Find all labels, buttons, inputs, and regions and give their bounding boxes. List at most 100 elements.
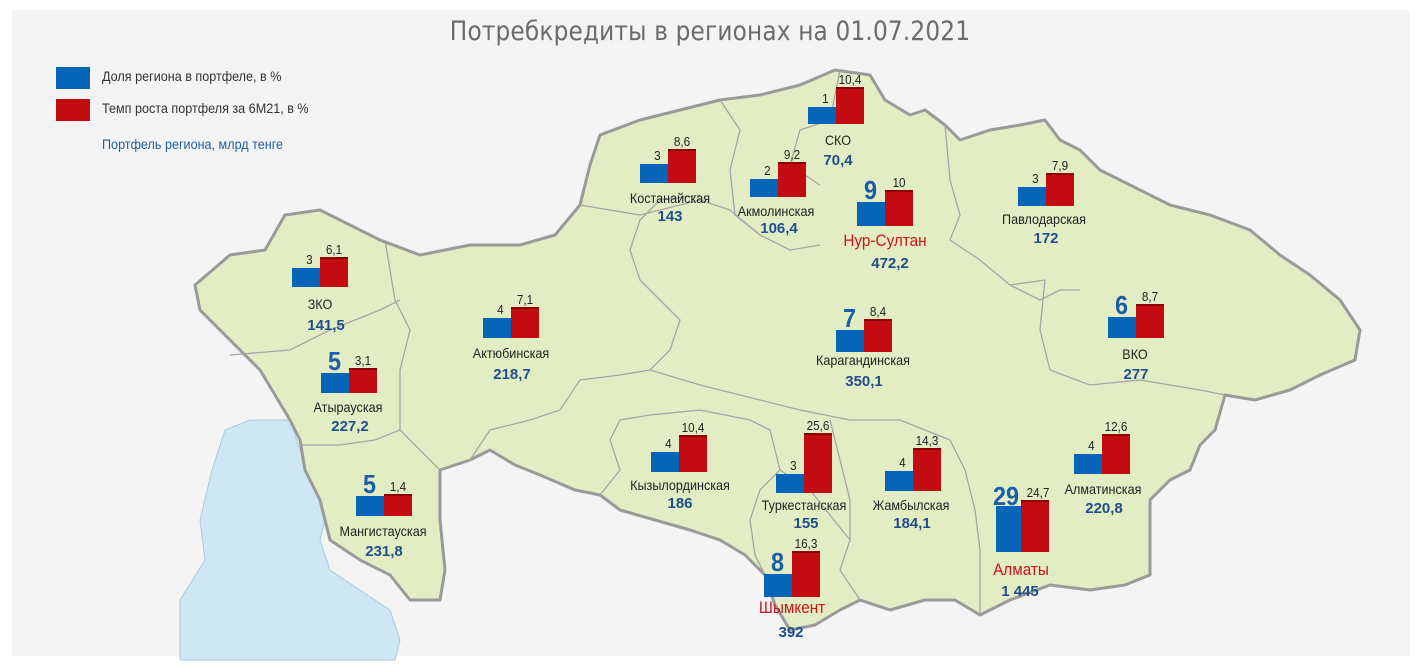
region-name-zko: ЗКО — [307, 296, 333, 312]
growth-value-almaty_obl: 12,6 — [1104, 418, 1128, 434]
bar-group-sko — [808, 64, 868, 124]
bar-share-kyzylorda — [651, 452, 679, 472]
bar-growth-turkestan — [804, 433, 832, 493]
region-name-atyrau: Атырауская — [313, 399, 383, 415]
growth-value-karaganda: 8,4 — [869, 303, 887, 319]
bar-share-almaty_obl — [1074, 454, 1102, 474]
growth-value-zhambyl: 14,3 — [915, 433, 939, 449]
bar-group-kostanay — [640, 123, 700, 183]
growth-value-atyrau: 3,1 — [354, 353, 372, 369]
growth-value-akmola: 9,2 — [783, 147, 801, 163]
portfolio-value-aktobe: 218,7 — [493, 366, 531, 383]
portfolio-value-shymkent: 392 — [778, 624, 804, 641]
bar-share-kostanay — [640, 164, 668, 183]
bar-growth-zhambyl — [913, 448, 941, 491]
share-value-akmola: 2 — [764, 163, 771, 179]
region-karaganda: 7 8,4 — [836, 292, 896, 352]
bar-growth-karaganda — [864, 318, 892, 352]
bar-group-zko — [292, 227, 352, 287]
region-name-aktobe: Актюбинская — [472, 345, 550, 361]
growth-value-almaty: 24,7 — [1026, 485, 1050, 500]
bar-growth-almaty — [1021, 500, 1049, 552]
region-shymkent: 8 16,3 — [764, 536, 824, 597]
growth-value-pavlodar: 7,9 — [1051, 158, 1069, 174]
bar-growth-akmola — [778, 162, 806, 197]
share-value-nursultan: 9 — [863, 174, 877, 205]
bar-group-almaty_obl — [1074, 414, 1134, 474]
portfolio-value-nursultan: 472,2 — [871, 255, 909, 272]
region-nursultan: 9 10 — [857, 166, 917, 226]
portfolio-value-turkestan: 155 — [793, 515, 819, 532]
bar-growth-aktobe — [511, 306, 539, 338]
region-name-akmola: Акмолинская — [737, 203, 815, 219]
region-name-kostanay: Костанайская — [629, 190, 711, 206]
chart-title: Потребкредиты в регионах на 01.07.2021 — [449, 16, 971, 47]
bar-group-turkestan — [776, 433, 836, 493]
region-name-mangystau: Мангистауская — [339, 523, 427, 539]
portfolio-value-almaty: 1 445 — [1001, 583, 1039, 600]
region-name-shymkent: Шымкент — [758, 598, 826, 617]
bar-group-akmola — [750, 137, 810, 197]
region-atyrau: 5 3,1 — [321, 333, 381, 393]
region-name-turkestan: Туркестанская — [761, 497, 847, 513]
share-value-shymkent: 8 — [770, 546, 784, 577]
share-value-vko: 6 — [1114, 289, 1128, 320]
legend-label-portfolio: Портфель региона, млрд тенге — [102, 136, 284, 152]
share-value-zhambyl: 4 — [899, 455, 906, 471]
bar-share-akmola — [750, 179, 778, 197]
portfolio-value-atyrau: 227,2 — [331, 418, 369, 435]
portfolio-value-mangystau: 231,8 — [365, 543, 403, 560]
growth-value-turkestan: 25,6 — [806, 418, 830, 433]
region-kostanay: 3 8,6 — [640, 123, 700, 183]
bar-group-aktobe — [483, 278, 543, 338]
bar-growth-almaty_obl — [1102, 433, 1130, 474]
share-value-aktobe: 4 — [497, 302, 504, 318]
legend-label-share: Доля региона в портфеле, в % — [102, 68, 282, 84]
growth-value-sko: 10,4 — [838, 72, 862, 88]
share-value-mangystau: 5 — [362, 468, 376, 499]
legend-swatch-share — [56, 67, 90, 89]
bar-growth-kostanay — [668, 149, 696, 183]
share-value-turkestan: 3 — [790, 458, 797, 474]
portfolio-value-pavlodar: 172 — [1033, 230, 1059, 247]
growth-value-kyzylorda: 10,4 — [681, 420, 705, 436]
region-almaty: 29 24,7 — [993, 481, 1056, 552]
growth-value-zko: 6,1 — [325, 242, 343, 258]
region-name-zhambyl: Жамбылская — [872, 497, 950, 513]
bar-growth-atyrau — [349, 368, 377, 393]
bar-group-atyrau — [321, 333, 381, 393]
growth-value-nursultan: 10 — [892, 175, 906, 190]
region-akmola: 2 9,2 — [750, 137, 810, 197]
share-value-zko: 3 — [306, 252, 313, 268]
region-turkestan: 3 25,6 — [776, 418, 836, 493]
region-aktobe: 4 7,1 — [483, 278, 543, 338]
kazakhstan-outline — [193, 68, 1362, 632]
bar-growth-mangystau — [384, 493, 412, 516]
bar-share-mangystau — [356, 495, 384, 516]
bar-growth-zko — [320, 257, 348, 287]
bar-share-almaty — [996, 506, 1021, 552]
bar-group-almaty — [996, 492, 1056, 552]
growth-value-vko: 8,7 — [1141, 289, 1159, 305]
portfolio-value-almaty_obl: 220,8 — [1085, 500, 1123, 517]
bar-share-atyrau — [321, 372, 349, 393]
region-kyzylorda: 4 10,4 — [651, 412, 711, 472]
region-zko: 3 6,1 — [292, 227, 352, 287]
bar-share-vko — [1108, 316, 1136, 338]
legend-label-growth: Темп роста портфеля за 6М21, в % — [102, 100, 309, 116]
bar-group-pavlodar — [1018, 146, 1078, 206]
bar-group-shymkent — [764, 537, 824, 597]
bar-share-pavlodar — [1018, 187, 1046, 206]
bar-group-nursultan — [857, 166, 917, 226]
region-name-karaganda: Карагандинская — [816, 352, 910, 368]
bar-group-mangystau — [356, 456, 416, 516]
bar-group-zhambyl — [885, 431, 945, 491]
share-value-kyzylorda: 4 — [665, 436, 672, 452]
bar-share-zhambyl — [885, 471, 913, 491]
bar-share-shymkent — [764, 573, 792, 597]
share-value-sko: 1 — [822, 91, 829, 107]
bar-share-aktobe — [483, 318, 511, 338]
region-name-nursultan: Нур-Султан — [843, 231, 927, 250]
region-name-vko: ВКО — [1122, 346, 1148, 362]
